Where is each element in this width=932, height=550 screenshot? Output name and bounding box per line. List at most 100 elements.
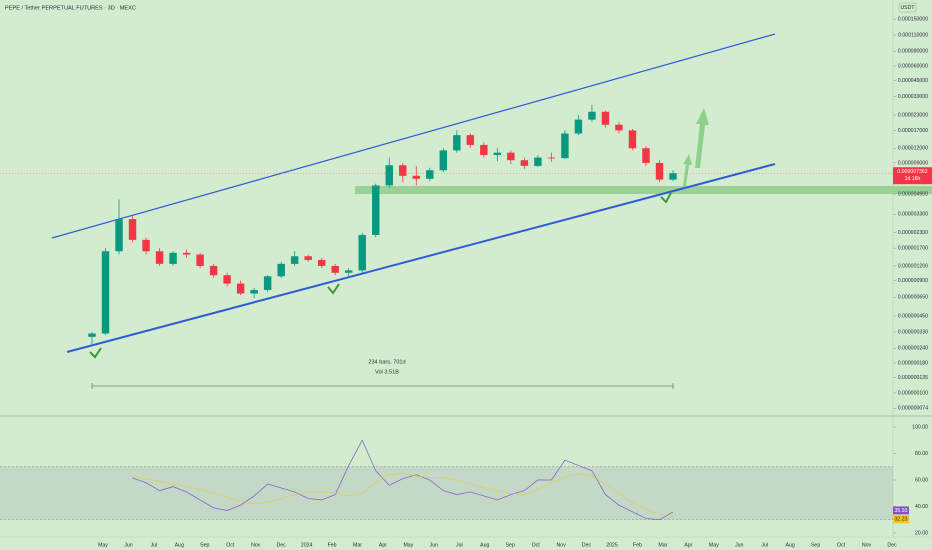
x-tick-label: Jul [151, 542, 158, 548]
y-tick-label: 0.000110000 [898, 32, 928, 38]
currency-box [898, 2, 917, 13]
candle-body [426, 170, 434, 179]
support-zone-axis [893, 186, 932, 194]
candle-body [115, 219, 123, 252]
arrow-up [683, 154, 692, 186]
y-tick-label: 0.000000074 [898, 406, 928, 412]
candle-body [317, 259, 326, 266]
candle-body [453, 135, 461, 151]
y-tick-label: 0.000023000 [898, 112, 928, 118]
candle-body [304, 256, 312, 260]
y-tick-label: 40.00 [915, 504, 928, 510]
measure-volume: Vol 3.51B [375, 369, 399, 375]
candle-body [372, 185, 380, 235]
candle-body [547, 157, 556, 159]
candle-body [277, 263, 285, 277]
rsi-line [132, 473, 674, 518]
candle-body [358, 234, 366, 271]
x-tick-label: Sep [811, 542, 820, 548]
candle-body [669, 173, 677, 180]
candle-body [412, 175, 420, 179]
x-tick-label: 2025 [606, 542, 618, 548]
check-mark [89, 347, 102, 359]
x-tick-label: Feb [633, 542, 642, 548]
candle-body [101, 251, 110, 334]
candle-body [290, 256, 299, 264]
candle-body [601, 111, 610, 125]
candle-body [236, 283, 245, 294]
x-tick-label: Mar [353, 542, 362, 548]
y-tick-label: 0.000012000 [898, 146, 928, 152]
x-tick-label: Jul [761, 542, 768, 548]
candle-body [250, 289, 258, 294]
x-tick-label: Oct [837, 542, 846, 548]
y-tick-label: 0.000080000 [898, 49, 928, 55]
candle-body [507, 152, 515, 161]
x-tick-label: Oct [532, 542, 541, 548]
y-tick-label: 0.000003300 [898, 212, 928, 218]
rsi-value-box [893, 506, 909, 515]
x-tick-label: Nov [556, 542, 566, 548]
y-tick-label: 0.000000240 [898, 346, 928, 352]
candle-body [466, 135, 475, 145]
x-tick-label: Sep [200, 542, 209, 548]
y-tick-label: 0.000002300 [898, 230, 928, 236]
x-tick-label: May [403, 542, 413, 548]
y-tick-label: 0.000045000 [898, 78, 928, 84]
y-tick-label: 0.000000330 [898, 329, 928, 335]
rsi-value-label: 32.23 [895, 517, 908, 523]
channel-lower [66, 163, 776, 353]
candle-body [574, 119, 583, 134]
y-tick-label: 0.000000450 [898, 313, 928, 319]
support-zone [355, 186, 893, 194]
candle-body [88, 333, 96, 337]
candle-body [142, 239, 150, 252]
check-mark [660, 192, 672, 204]
candle-body [385, 165, 393, 186]
x-tick-label: Nov [251, 542, 261, 548]
x-tick-label: Jun [735, 542, 743, 548]
x-tick-label: Jun [124, 542, 132, 548]
candle-body [331, 265, 339, 273]
candle-body [182, 252, 191, 255]
y-tick-label: 0.000001200 [898, 263, 928, 269]
y-tick-label: 0.000033000 [898, 94, 928, 100]
rsi-value-box [893, 515, 909, 524]
x-tick-label: Aug [480, 542, 489, 548]
candle-body [223, 275, 231, 284]
x-tick-label: Mar [658, 542, 667, 548]
x-tick-label: 2024 [301, 542, 313, 548]
candle-body [561, 133, 569, 159]
candle-body [655, 162, 664, 180]
y-tick-label: 0.000150000 [898, 16, 928, 22]
candle-body [588, 111, 596, 120]
y-tick-label: 20.00 [915, 530, 928, 536]
rsi-pane: 100.00 80.00 60.00 40.00 20.00 35.93 32.23 [0, 424, 928, 536]
x-tick-label: Dec [887, 542, 897, 548]
candle-body [263, 276, 272, 290]
y-tick-label: 0.000000650 [898, 295, 928, 301]
y-tick-label: 0.000017000 [898, 128, 928, 134]
x-tick-label: Aug [175, 542, 184, 548]
candle-body [628, 130, 637, 149]
candle-body [615, 124, 623, 131]
y-tick-label: 100.00 [912, 424, 928, 430]
currency: USDT [900, 5, 915, 11]
chart-title: PEPE / Tether PERPETUAL FUTURES · 3D · M… [5, 5, 136, 11]
candle-body [534, 157, 542, 166]
channel-upper [51, 33, 776, 239]
candle-body [169, 252, 177, 264]
x-tick-label: Oct [226, 542, 235, 548]
x-tick-label: May [98, 542, 108, 548]
x-tick-label: Jul [456, 542, 463, 548]
y-tick-label: 0.000000100 [898, 390, 928, 396]
rsi-value-label: 35.93 [895, 508, 908, 514]
candle-body [480, 144, 488, 156]
x-tick-label: May [709, 542, 719, 548]
x-tick-label: Dec [582, 542, 592, 548]
candle-body [439, 150, 448, 171]
x-tick-label: Apr [379, 542, 387, 548]
